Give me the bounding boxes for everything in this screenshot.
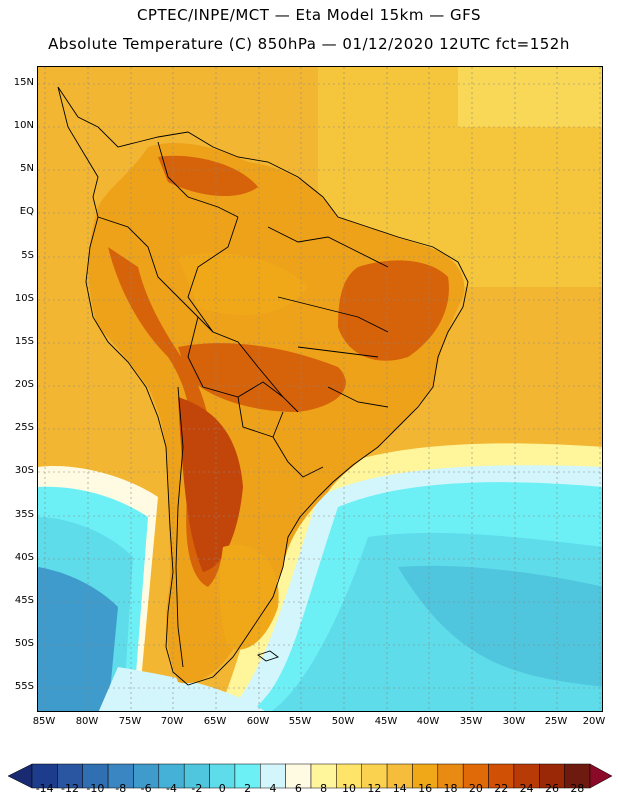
lat-label-55s: 55S <box>14 681 34 692</box>
colorbar-tick-label: -12 <box>61 782 80 795</box>
colorbar-swatch <box>183 763 210 789</box>
colorbar-tick-label: 26 <box>544 782 559 795</box>
colorbar-swatch <box>564 763 591 789</box>
colorbar-tick-label: -6 <box>140 782 152 795</box>
graticule <box>38 67 602 711</box>
border-bolivia <box>187 316 284 398</box>
colorbar-swatch <box>386 763 413 789</box>
border-paraguay <box>237 396 284 438</box>
colorbar-tick-label: -10 <box>86 782 105 795</box>
colorbar-swatch <box>462 763 489 789</box>
colorbar-tick-label: 12 <box>367 782 382 795</box>
colorbar-swatch <box>158 763 185 789</box>
map-panel <box>37 66 603 712</box>
hot-zone-venezuela <box>158 155 258 197</box>
colorbar-tick-label: 24 <box>519 782 534 795</box>
cold-water-drake <box>98 667 265 711</box>
lat-label-25s: 25S <box>14 422 34 433</box>
colorbar-tick-label: 18 <box>443 782 458 795</box>
lon-label-20w: 20W <box>582 716 606 727</box>
border-brazil-west <box>187 216 299 413</box>
political-boundaries <box>57 86 469 686</box>
lon-label-85w: 85W <box>32 716 56 727</box>
hot-zone-central <box>178 343 346 412</box>
lat-label-30s: 30S <box>14 465 34 476</box>
colorbar-swatch <box>82 763 109 789</box>
colorbar-tick-label: -4 <box>166 782 177 795</box>
colorbar-swatch <box>361 763 388 789</box>
ocean-northeast-pale <box>458 67 602 127</box>
lon-label-60w: 60W <box>246 716 270 727</box>
border-uruguay <box>272 436 324 478</box>
colorbar-swatch <box>57 763 83 789</box>
chart-title-variable: Absolute Temperature (C) 850hPa — 01/12/… <box>48 35 570 53</box>
colorbar-swatch <box>31 763 58 789</box>
lat-label-50s: 50S <box>14 638 34 649</box>
colorbar-tick-label: 20 <box>468 782 483 795</box>
colorbar-tick-label: 16 <box>418 782 433 795</box>
lon-label-70w: 70W <box>160 716 184 727</box>
colorbar-swatch <box>310 763 337 789</box>
colorbar-swatch <box>260 763 286 789</box>
colorbar-swatches <box>7 763 613 789</box>
colorbar-swatch <box>513 763 540 789</box>
lon-label-45w: 45W <box>374 716 398 727</box>
colorbar-tick-label: 4 <box>269 782 277 795</box>
lat-label-40s: 40S <box>14 552 34 563</box>
colorbar-over-arrow <box>589 763 613 789</box>
lon-label-35w: 35W <box>459 716 483 727</box>
colorbar-tick-label: -14 <box>35 782 54 795</box>
chart-title-source: CPTEC/INPE/MCT — Eta Model 15km — GFS <box>136 6 482 24</box>
colorbar-swatch <box>133 763 160 789</box>
lat-label-10s: 10S <box>14 293 34 304</box>
lat-label-eq: EQ <box>19 206 34 217</box>
colorbar-tick-label: 22 <box>494 782 509 795</box>
coastline <box>57 86 469 686</box>
colorbar-tick-label: -2 <box>191 782 203 795</box>
colorbar-swatch <box>107 763 134 789</box>
temperature-field <box>38 67 602 711</box>
colorbar-under-arrow <box>7 763 33 789</box>
cold-water-atlantic-deep <box>398 565 602 687</box>
colorbar-tick-label: 14 <box>392 782 407 795</box>
colorbar-tick-label: -8 <box>115 782 127 795</box>
border-chile-argentina <box>175 386 184 668</box>
lon-label-65w: 65W <box>203 716 227 727</box>
warm-zone-patagonia <box>219 545 279 650</box>
lon-label-55w: 55W <box>288 716 312 727</box>
lat-label-15s: 15S <box>14 336 34 347</box>
colorbar-swatch <box>285 763 312 789</box>
colorbar-tick-label: 28 <box>570 782 585 795</box>
border-falklands <box>257 650 279 662</box>
lon-label-25w: 25W <box>544 716 568 727</box>
cold-water-pacific-deep <box>38 567 118 711</box>
colorbar-tick-label: 0 <box>218 782 226 795</box>
warm-zone-amazon <box>178 253 308 316</box>
hotter-zone-chaco <box>178 397 243 572</box>
colorbar-tick-label: 2 <box>244 782 252 795</box>
lat-label-35s: 35S <box>14 509 34 520</box>
lon-label-50w: 50W <box>331 716 355 727</box>
lat-label-5n: 5N <box>20 163 34 174</box>
lat-label-20s: 20S <box>14 379 34 390</box>
colorbar <box>7 763 613 789</box>
colorbar-tick-label: 8 <box>320 782 328 795</box>
colorbar-swatch <box>488 763 515 789</box>
colorbar-swatch <box>209 763 236 789</box>
colorbar-tick-label: 6 <box>294 782 302 795</box>
lon-label-80w: 80W <box>75 716 99 727</box>
lat-label-5s: 5S <box>21 250 34 261</box>
lat-label-10n: 10N <box>13 120 34 131</box>
lat-label-15n: 15N <box>13 77 34 88</box>
colorbar-swatch <box>336 763 362 789</box>
border-brazil-states <box>267 226 389 408</box>
lon-label-30w: 30W <box>502 716 526 727</box>
lat-label-45s: 45S <box>14 595 34 606</box>
colorbar-tick-label: 10 <box>342 782 357 795</box>
hot-zone-northeast <box>338 260 449 361</box>
lon-label-75w: 75W <box>118 716 142 727</box>
border-colombia-venezuela <box>157 141 239 218</box>
lon-label-40w: 40W <box>416 716 440 727</box>
